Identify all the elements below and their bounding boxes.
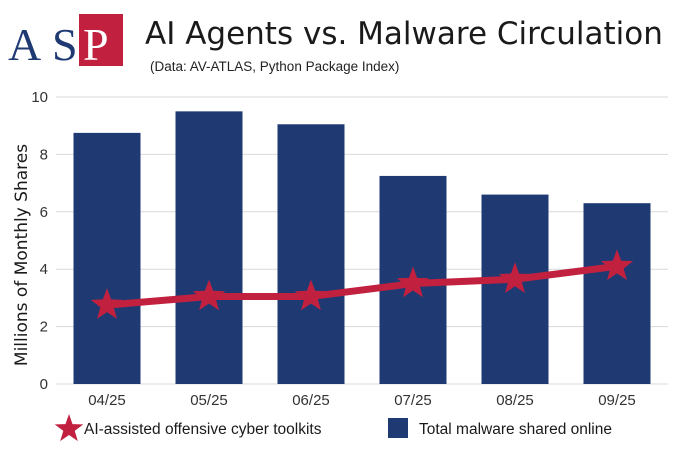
legend-square-icon [388,418,408,438]
x-axis-ticks: 04/25 05/25 06/25 07/25 08/25 09/25 [88,392,636,409]
x-tick-label: 09/25 [598,392,636,409]
y-axis-ticks: 0 2 4 6 8 10 [31,89,48,393]
chart-subtitle: (Data: AV-ATLAS, Python Package Index) [150,59,399,74]
bar-09-25 [583,203,651,384]
y-tick-label: 8 [40,146,48,163]
logo-letter-s: S [52,19,78,70]
x-tick-label: 06/25 [292,392,330,409]
star-marker-04-25 [90,288,124,319]
y-tick-label: 10 [31,89,48,106]
x-tick-label: 08/25 [496,392,534,409]
bar-08-25 [481,194,549,384]
logo-letter-a: A [8,19,41,70]
star-marker-09-25 [600,249,634,281]
line-path [103,262,621,309]
logo-red-box [79,14,123,66]
chart-title: AI Agents vs. Malware Circulation [145,16,663,52]
gridlines [56,96,668,385]
y-tick-label: 0 [40,376,48,393]
star-marker-07-25 [396,266,430,298]
legend-label-bar: Total malware shared online [419,421,612,438]
bar-05-25 [175,111,243,384]
y-tick-label: 4 [40,261,48,278]
asp-logo: A S P [8,14,123,70]
x-tick-label: 04/25 [88,392,126,409]
star-marker-05-25 [192,279,226,311]
line-series [90,249,634,319]
bar-06-25 [277,124,345,384]
y-axis-label: Millions of Monthly Shares [12,144,32,366]
legend-label-line: AI-assisted offensive cyber toolkits [84,421,322,438]
legend-star-icon [54,414,84,442]
x-tick-label: 07/25 [394,392,432,409]
y-tick-label: 6 [40,204,48,221]
logo-letter-p: P [83,19,109,70]
x-tick-label: 05/25 [190,392,228,409]
y-tick-label: 2 [40,319,48,336]
bar-series [73,111,651,384]
legend: AI-assisted offensive cyber toolkits Tot… [54,414,612,442]
bar-04-25 [73,132,141,384]
star-marker-08-25 [498,262,532,293]
star-marker-06-25 [294,279,328,311]
